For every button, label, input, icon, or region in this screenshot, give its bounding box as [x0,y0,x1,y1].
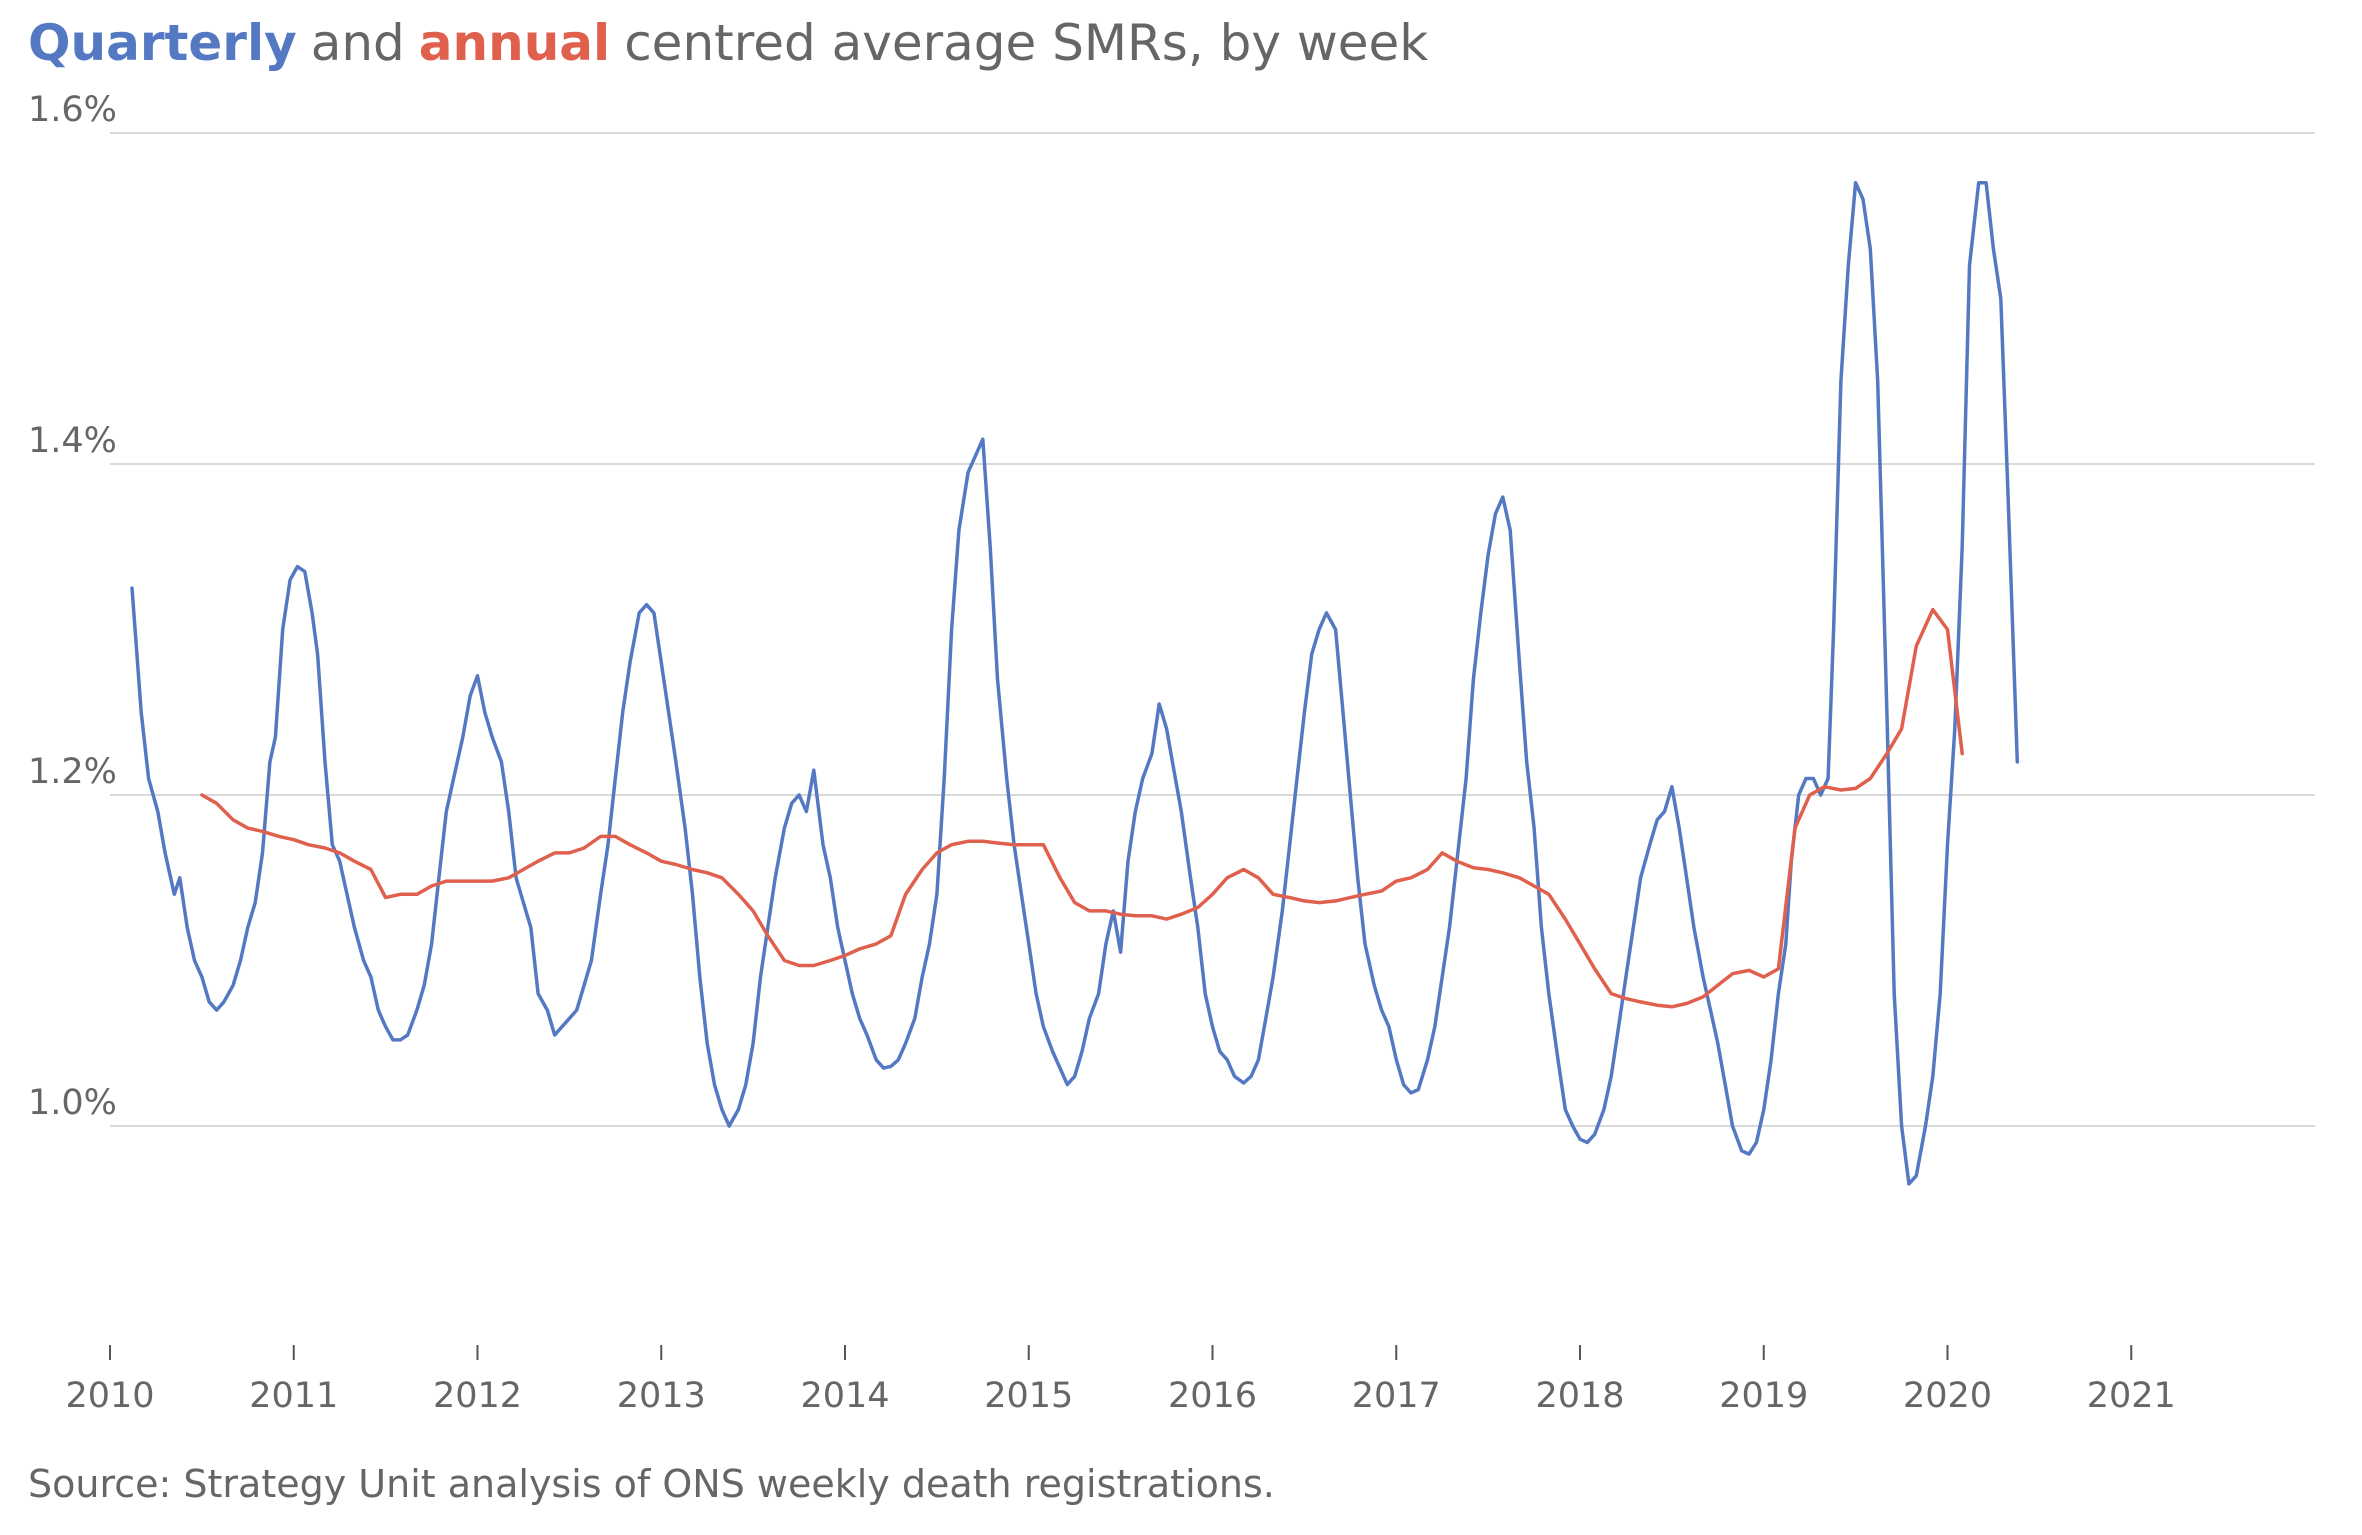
series-line-annual [200,607,1964,1009]
title-quarterly: Quarterly [28,14,297,72]
x-tick-label: 2018 [1535,1376,1624,1416]
x-tick-label: 2019 [1719,1376,1808,1416]
series-lines [130,180,2020,1186]
x-axis: 2010 2011 2012 2013 2014 2015 2016 2017 2018 2019… [65,1345,2176,1416]
x-tick-label: 2015 [984,1376,1073,1416]
x-tick-label: 2014 [800,1376,889,1416]
source-note: Source: Strategy Unit analysis of ONS we… [28,1462,1275,1506]
y-tick-label: 1.4% [28,421,117,461]
x-tick-label: 2020 [1903,1376,1992,1416]
chart-title: Quarterly and annual centred average SMRs, … [28,14,1428,72]
y-tick-label: 1.2% [28,752,117,792]
x-tick-label: 2013 [617,1376,706,1416]
x-tick-label: 2016 [1168,1376,1257,1416]
series-line-quarterly [130,180,2020,1186]
title-and: and [310,14,405,72]
x-tick-label: 2017 [1352,1376,1441,1416]
gridlines [110,132,2315,1127]
y-axis: 1.0% 1.2% 1.4% 1.6% [28,90,117,1123]
x-tick-label: 2011 [249,1376,338,1416]
y-tick-label: 1.6% [28,90,117,130]
x-tick-label: 2021 [2087,1376,2176,1416]
x-tick-label: 2012 [433,1376,522,1416]
y-tick-label: 1.0% [28,1083,117,1123]
title-rest: centred average SMRs, by week [624,14,1429,72]
title-annual: annual [418,14,611,72]
x-tick-label: 2010 [65,1376,154,1416]
